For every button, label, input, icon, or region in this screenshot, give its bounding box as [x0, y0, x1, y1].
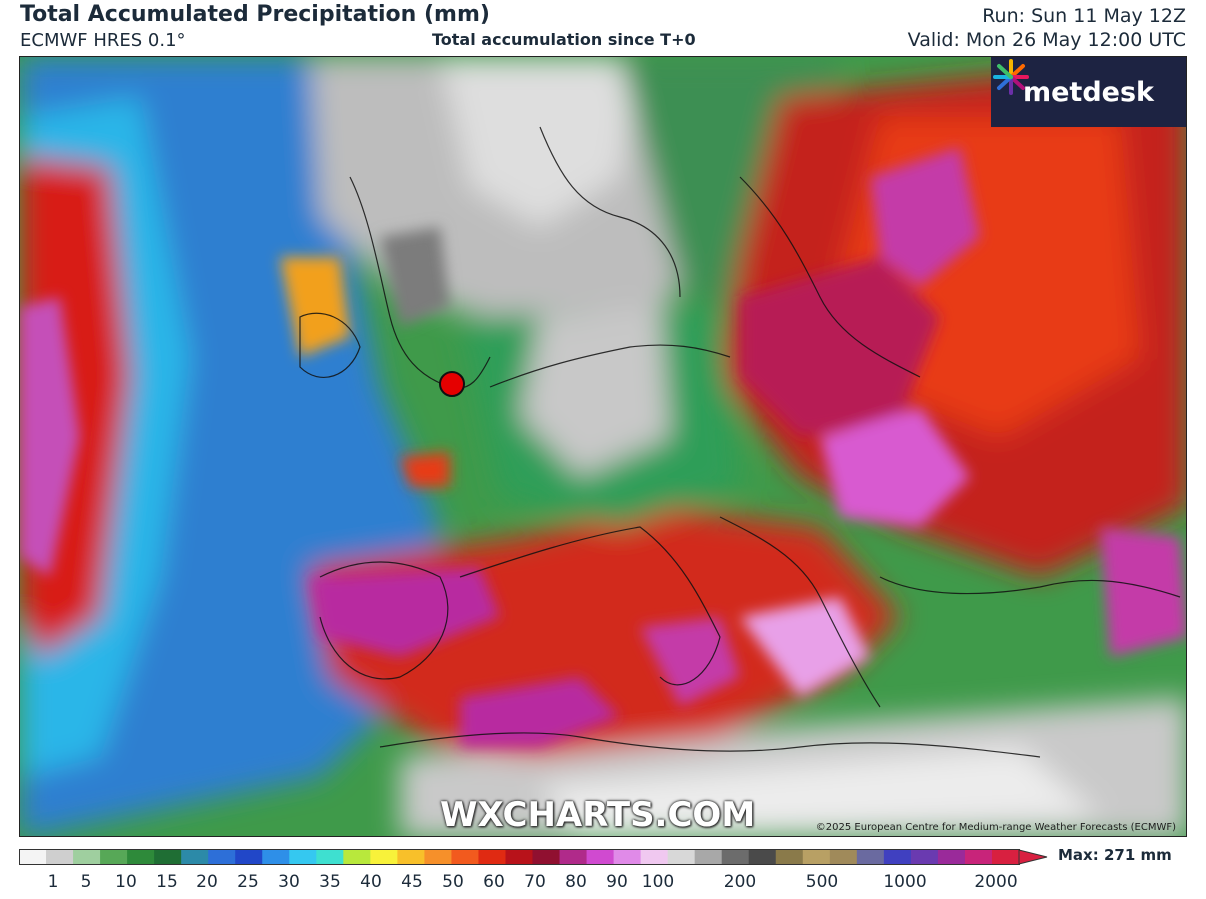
scale-cell: [829, 849, 858, 865]
chart-title: Total Accumulated Precipitation (mm): [20, 2, 490, 27]
scale-cell: [397, 849, 426, 865]
scale-tick-label: 10: [115, 872, 137, 892]
valid-time-label: Valid: Mon 26 May 12:00 UTC: [907, 29, 1186, 51]
scale-cell: [73, 849, 101, 865]
scale-cell: [46, 849, 74, 865]
scale-cell: [586, 849, 615, 865]
scale-tick-label: 80: [565, 872, 587, 892]
max-value-label: Max: 271 mm: [1058, 846, 1172, 864]
scale-cell: [532, 849, 561, 865]
scale-tick-label: 30: [278, 872, 300, 892]
scale-tick-label: 90: [606, 872, 628, 892]
scale-tick-label: 40: [360, 872, 382, 892]
scale-tick-label: 20: [196, 872, 218, 892]
scale-tick-label: 100: [641, 872, 675, 892]
scale-tick-labels: 1 5 10 15 20 25 30 35 40 45 50 60 70 80 90 100 200 500 100…: [0, 872, 1206, 894]
scale-tick-label: 50: [442, 872, 464, 892]
scale-cell: [235, 849, 263, 865]
metdesk-logo-icon: [993, 59, 1029, 95]
accumulation-subtitle: Total accumulation since T+0: [432, 30, 696, 49]
scale-arrow-icon: [1018, 849, 1048, 865]
scale-cell: [667, 849, 696, 865]
scale-tick-label: 500: [805, 872, 839, 892]
scale-cell: [856, 849, 885, 865]
scale-cell: [883, 849, 912, 865]
scale-cell: [127, 849, 155, 865]
scale-tick-label: 60: [483, 872, 505, 892]
scale-cell: [370, 849, 398, 865]
scale-cell: [613, 849, 642, 865]
scale-tick-label: 45: [401, 872, 423, 892]
scale-cell: [208, 849, 236, 865]
scale-tick-label: 15: [156, 872, 178, 892]
scale-cell: [505, 849, 534, 865]
scale-cell: [748, 849, 777, 865]
scale-cell: [775, 849, 804, 865]
model-label: ECMWF HRES 0.1°: [20, 30, 186, 51]
scale-cell: [991, 849, 1020, 865]
scale-cell: [316, 849, 344, 865]
scale-cell: [19, 849, 47, 865]
scale-tick-label: 5: [80, 872, 92, 892]
scale-tick-label: 1000: [883, 872, 927, 892]
scale-tick-label: 200: [723, 872, 757, 892]
wxcharts-watermark: WXCHARTS.COM: [440, 795, 756, 835]
metdesk-logo: metdesk: [991, 57, 1186, 127]
scale-tick-label: 35: [319, 872, 341, 892]
scale-tick-label: 25: [237, 872, 259, 892]
scale-cell: [478, 849, 507, 865]
scale-cell: [694, 849, 723, 865]
color-scale-bar: [19, 849, 1048, 865]
copyright-notice: ©2025 European Centre for Medium-range W…: [815, 822, 1176, 833]
scale-cell: [289, 849, 317, 865]
scale-tick-label: 70: [524, 872, 546, 892]
scale-cell: [343, 849, 371, 865]
scale-cell: [424, 849, 453, 865]
scale-cell: [100, 849, 128, 865]
scale-cell: [640, 849, 669, 865]
scale-cell: [451, 849, 480, 865]
run-label: Run: Sun 11 May 12Z: [982, 5, 1186, 27]
scale-cell: [964, 849, 993, 865]
location-marker-icon[interactable]: [439, 371, 465, 397]
precipitation-map[interactable]: metdesk WXCHARTS.COM ©2025 European Cent…: [19, 56, 1187, 837]
scale-cell: [559, 849, 588, 865]
scale-cell: [721, 849, 750, 865]
metdesk-logo-text: metdesk: [1022, 76, 1155, 108]
scale-cell: [802, 849, 831, 865]
scale-cell: [154, 849, 182, 865]
scale-cell: [262, 849, 290, 865]
precipitation-field: [20, 57, 1186, 836]
scale-tick-label: 2000: [974, 872, 1018, 892]
scale-cell: [937, 849, 966, 865]
scale-cell: [910, 849, 939, 865]
scale-tick-label: 1: [47, 872, 59, 892]
scale-cell: [181, 849, 209, 865]
